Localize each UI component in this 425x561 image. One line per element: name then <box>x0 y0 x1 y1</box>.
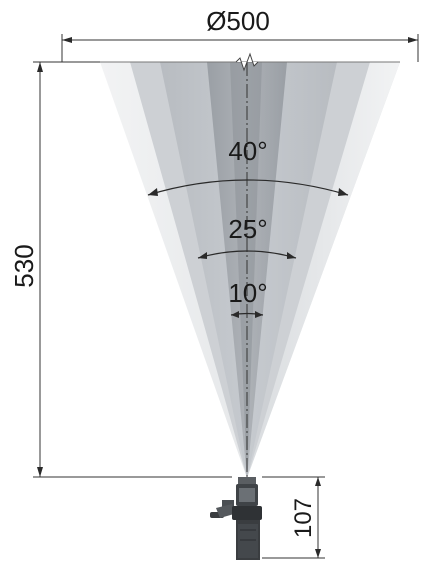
diameter-dimension: Ø500 <box>61 6 419 62</box>
diameter-label: Ø500 <box>206 6 270 36</box>
arrowhead-10-left-icon <box>231 311 239 318</box>
height-label: 530 <box>9 244 39 287</box>
height-dimension: 530 <box>9 61 232 478</box>
arrowhead-25-right-icon <box>287 252 296 259</box>
arrowhead-10-right-icon <box>255 311 263 318</box>
cone-core-dark <box>230 62 262 478</box>
angle-label-25: 25° <box>228 214 267 244</box>
angle-40: 40° <box>147 136 349 196</box>
nozzle-icon <box>210 477 262 560</box>
angle-10: 10° <box>228 278 268 318</box>
arrowhead-40-left-icon <box>148 188 158 196</box>
arrowhead-25-left-icon <box>198 252 207 259</box>
nozzle-height-label: 107 <box>290 498 317 538</box>
nozzle-height-dimension: 107 <box>262 476 325 559</box>
arc-25 <box>197 250 297 259</box>
arrow-right-icon <box>408 37 418 43</box>
arrow-left-icon <box>62 37 72 43</box>
arc-40 <box>147 179 349 196</box>
arrowhead-40-right-icon <box>338 188 348 196</box>
arrow-down-small-icon <box>315 549 321 558</box>
angle-25: 25° <box>197 214 297 259</box>
arrow-up-icon <box>37 62 43 72</box>
angle-label-10: 10° <box>228 278 267 308</box>
angle-label-40: 40° <box>228 136 267 166</box>
break-mark <box>235 52 259 72</box>
arrow-up-small-icon <box>315 477 321 486</box>
arrow-down-icon <box>37 467 43 477</box>
spray-cone <box>100 52 400 478</box>
